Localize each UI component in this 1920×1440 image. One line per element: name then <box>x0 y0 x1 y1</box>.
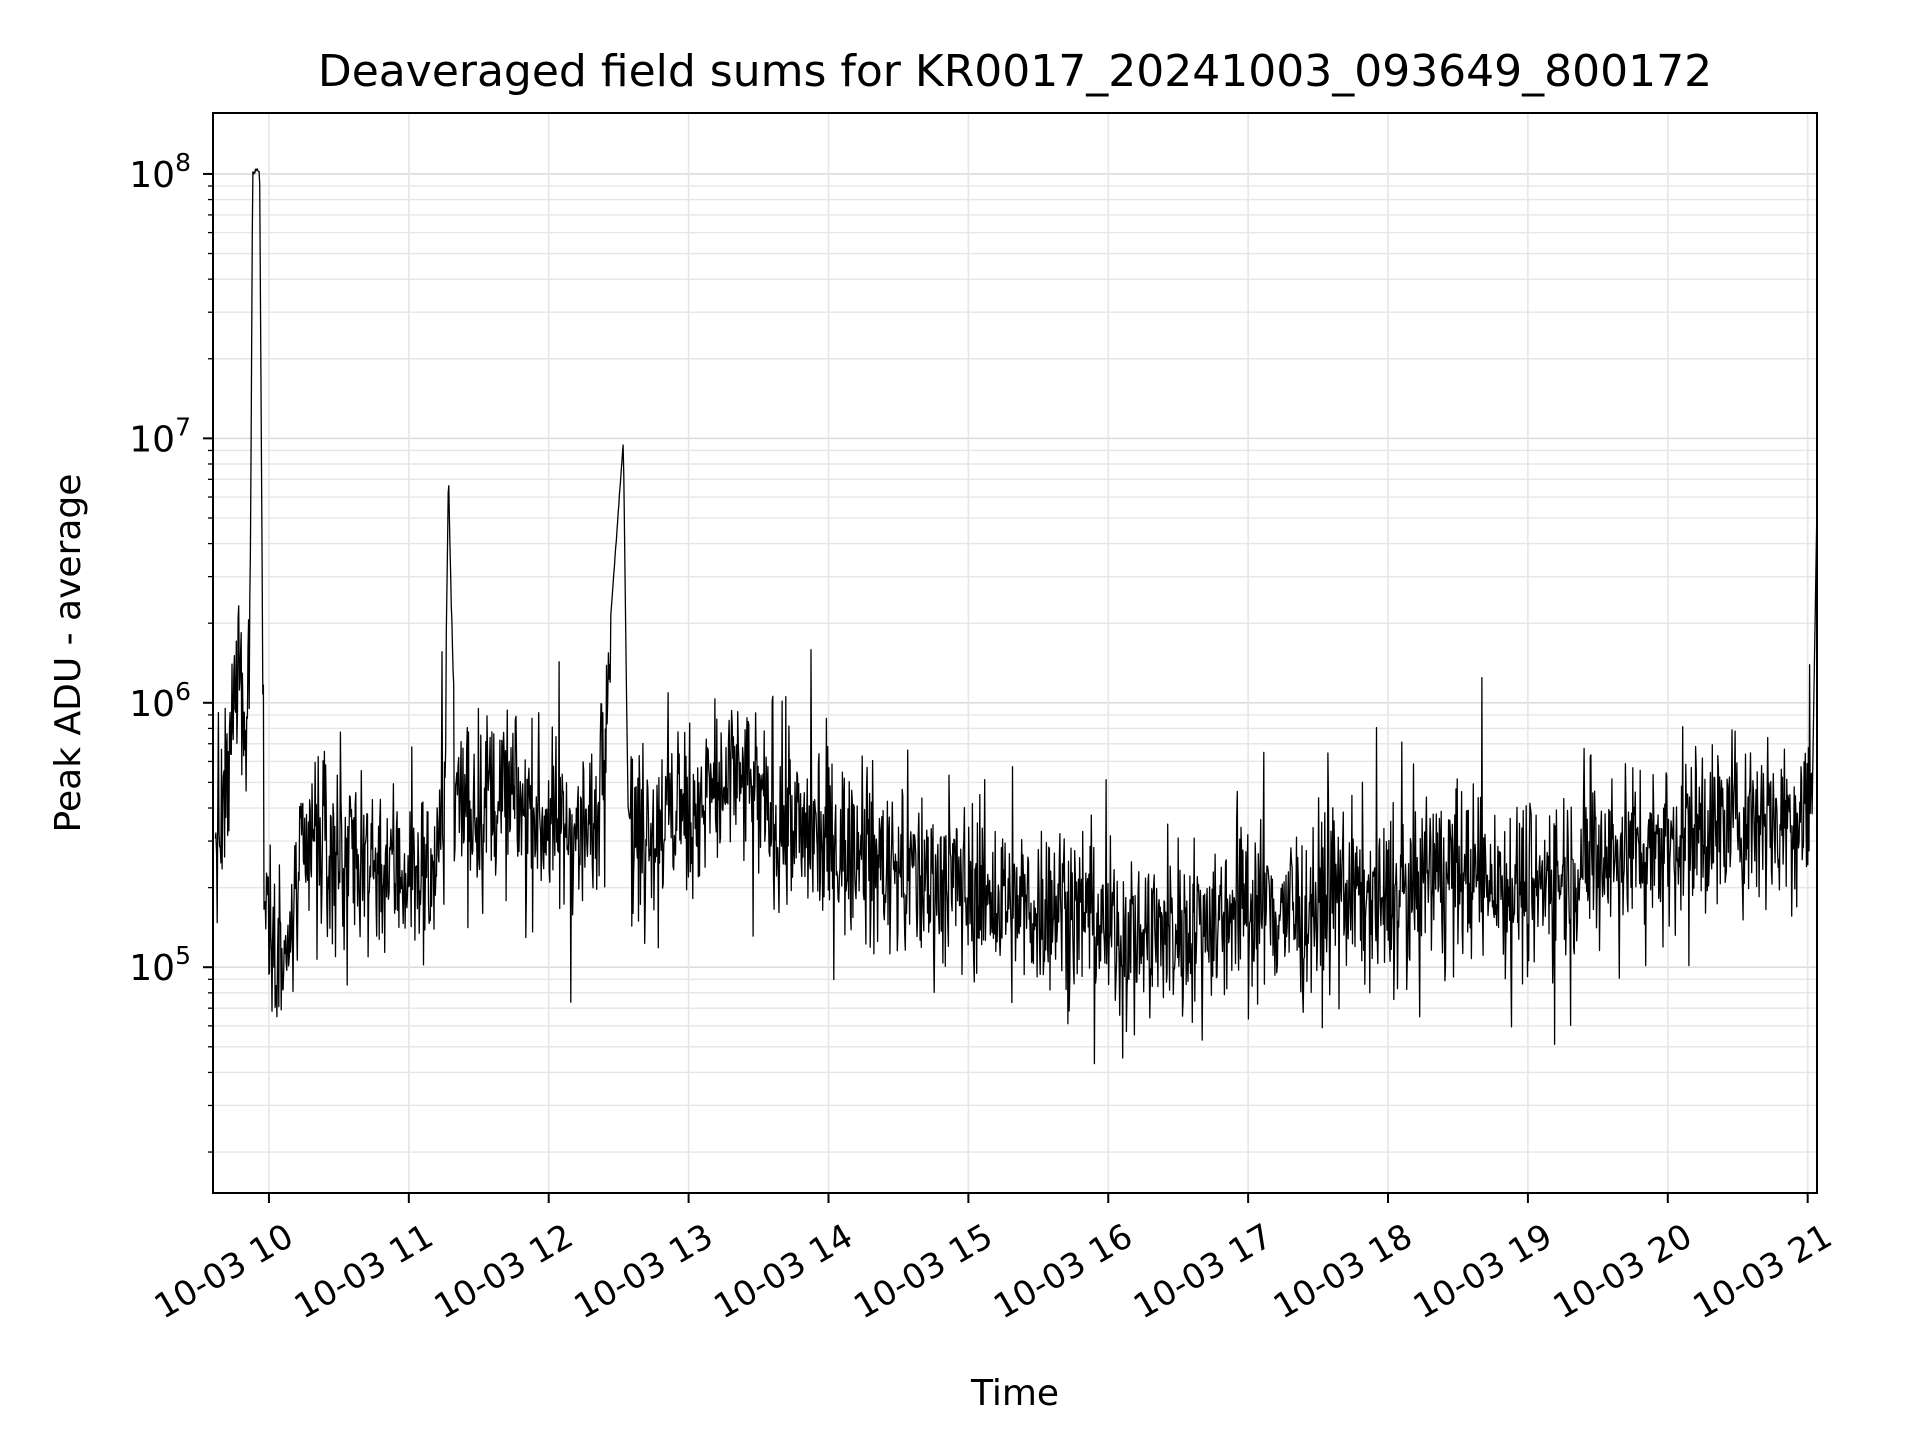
chart-title: Deaveraged field sums for KR0017_2024100… <box>318 46 1712 97</box>
axis-ticks <box>203 172 1809 1203</box>
y-tick-label: 107 <box>129 412 191 460</box>
x-tick-label: 10-03 18 <box>1267 1216 1419 1327</box>
series-line <box>214 168 1817 1065</box>
x-tick-label: 10-03 17 <box>1127 1216 1279 1327</box>
y-tick-label: 106 <box>129 677 191 725</box>
x-tick-label: 10-03 16 <box>987 1216 1139 1327</box>
x-axis-label: Time <box>970 1373 1059 1414</box>
y-axis-label: Peak ADU - average <box>48 474 89 833</box>
x-tick-label: 10-03 20 <box>1547 1216 1699 1327</box>
grid <box>213 113 1817 1193</box>
x-tick-label: 10-03 11 <box>288 1216 440 1327</box>
x-tick-label: 10-03 10 <box>148 1216 300 1327</box>
y-tick-label: 105 <box>129 941 191 989</box>
x-tick-label: 10-03 13 <box>567 1216 719 1327</box>
x-tick-label: 10-03 15 <box>847 1216 999 1327</box>
plot-frame <box>212 112 1818 1194</box>
y-tick-label: 108 <box>129 148 191 196</box>
x-tick-label: 10-03 19 <box>1407 1216 1559 1327</box>
x-tick-label: 10-03 21 <box>1687 1216 1839 1327</box>
x-tick-label: 10-03 14 <box>707 1216 859 1327</box>
x-tick-label: 10-03 12 <box>428 1216 580 1327</box>
